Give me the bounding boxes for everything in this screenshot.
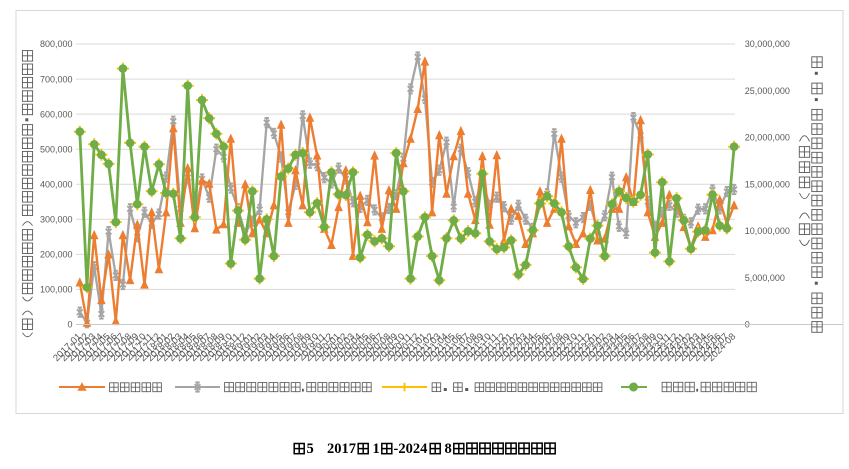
- svg-text:100,000: 100,000: [40, 285, 73, 295]
- svg-text:10,000,000: 10,000,000: [745, 226, 790, 236]
- svg-text:15,000,000: 15,000,000: [745, 179, 790, 189]
- svg-text:400,000: 400,000: [40, 180, 73, 190]
- svg-text:700,000: 700,000: [40, 74, 73, 84]
- svg-text:200,000: 200,000: [40, 250, 73, 260]
- svg-text:5,000,000: 5,000,000: [745, 273, 785, 283]
- svg-text:1: 1: [373, 441, 380, 457]
- svg-text:600,000: 600,000: [40, 109, 73, 119]
- svg-text:300,000: 300,000: [40, 215, 73, 225]
- svg-text:2017: 2017: [327, 441, 356, 457]
- svg-text:30,000,000: 30,000,000: [745, 39, 790, 49]
- svg-text:-2024: -2024: [394, 441, 428, 457]
- svg-text:0: 0: [67, 320, 72, 330]
- svg-text:20,000,000: 20,000,000: [745, 133, 790, 143]
- svg-text:500,000: 500,000: [40, 144, 73, 154]
- svg-text:25,000,000: 25,000,000: [745, 86, 790, 96]
- svg-text:5: 5: [307, 441, 314, 457]
- svg-text:8: 8: [445, 441, 452, 457]
- svg-text:800,000: 800,000: [40, 39, 73, 49]
